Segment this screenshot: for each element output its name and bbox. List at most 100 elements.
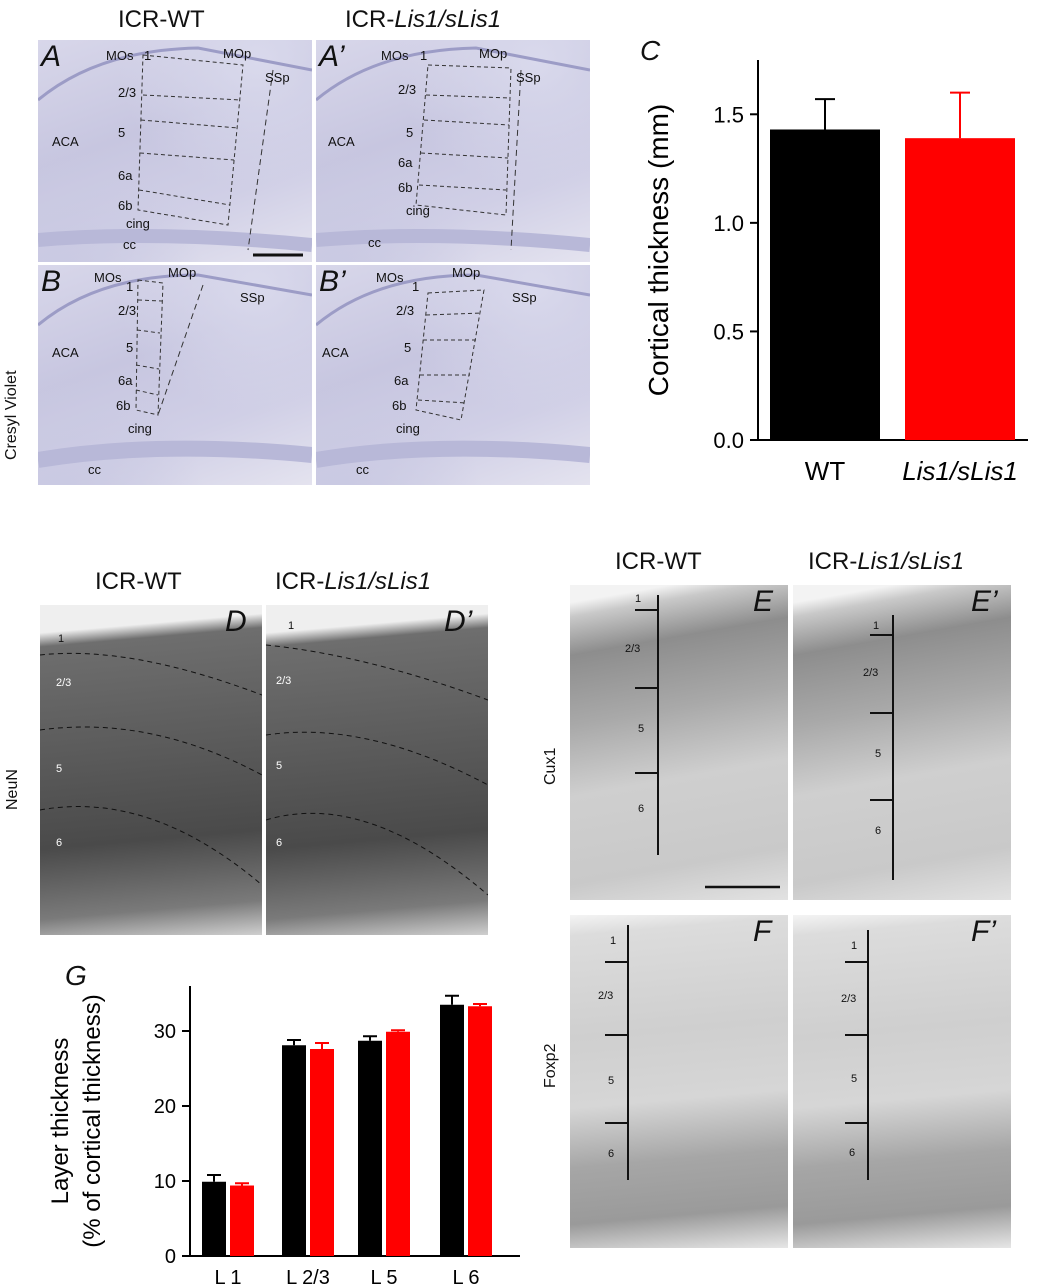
neun-layer-6: 6 [276, 837, 283, 849]
label-mos: MOs [106, 48, 134, 63]
label-layer-2-3: 2/3 [118, 85, 137, 100]
micrograph-d-prime: D’ 1 2/3 5 6 [266, 605, 488, 935]
foxp-layer-5: 5 [851, 1073, 858, 1085]
label-cc: cc [88, 462, 101, 477]
label-ssp: SSp [265, 70, 290, 85]
column-title-mutant-right: ICR-Lis1/sLis1 [808, 548, 965, 575]
label-mop: MOp [168, 265, 197, 280]
label-layer-6a: 6a [398, 155, 413, 170]
label-cing: cing [406, 203, 430, 218]
cux-layer-6: 6 [638, 803, 645, 815]
micrograph-e: E 1 2/3 5 6 [570, 585, 788, 900]
label-cing: cing [128, 421, 152, 436]
label-layer-6b: 6b [116, 398, 131, 413]
foxp-layer-2-3: 2/3 [598, 990, 614, 1002]
label-cc: cc [356, 462, 369, 477]
micrograph-b: B MOs 1 MOp SSp 2/3 ACA 5 6a 6b cing cc [38, 265, 312, 485]
label-mop: MOp [452, 265, 481, 280]
cux-layer-2-3: 2/3 [625, 643, 641, 655]
panel-letter-g: G [65, 960, 87, 991]
x-tick-label: L 5 [370, 1267, 397, 1286]
column-title-wt-neun: ICR-WT [95, 568, 182, 595]
x-tick-label: L 6 [452, 1267, 479, 1286]
label-mop: MOp [223, 46, 252, 61]
label-cing: cing [396, 421, 420, 436]
panel-letter-c: C [640, 35, 661, 66]
micrograph-f: F 1 2/3 5 6 [570, 915, 788, 1248]
neun-label: NeuN [4, 769, 21, 810]
y-tick-label: 1.5 [713, 102, 744, 127]
label-layer-6b: 6b [398, 180, 413, 195]
label-layer-1: 1 [420, 48, 428, 63]
panel-letter-a-prime: A’ [319, 40, 345, 73]
neun-layer-5: 5 [56, 763, 63, 775]
label-layer-5: 5 [404, 340, 412, 355]
label-ssp: SSp [240, 290, 265, 305]
cux-layer-5: 5 [638, 723, 645, 735]
label-ssp: SSp [516, 70, 541, 85]
neun-layer-5: 5 [276, 760, 283, 772]
label-mos: MOs [94, 270, 122, 285]
foxp-layer-5: 5 [608, 1075, 615, 1087]
label-layer-6a: 6a [118, 168, 133, 183]
column-title-wt-top: ICR-WT [118, 6, 205, 33]
y-tick-label: 10 [154, 1171, 176, 1193]
y-tick-label: 1.0 [713, 211, 744, 236]
micrograph-d: D 1 2/3 5 6 [40, 605, 262, 935]
chart-cortical-thickness: 0.0 0.5 1.0 1.5 WT Lis1/sLis1 Cortical thickne… [643, 60, 1028, 486]
panel-letter-b-prime: B’ [319, 265, 346, 298]
bar-1-1 [310, 1049, 334, 1256]
y-axis-label: Cortical thickness (mm) [643, 104, 674, 396]
bar-2-0 [358, 1040, 382, 1256]
panel-letter-e-prime: E’ [971, 585, 998, 618]
label-cing: cing [126, 216, 150, 231]
cux-layer-1: 1 [635, 593, 642, 605]
panel-letter-d: D [225, 605, 247, 638]
foxp-layer-1: 1 [610, 935, 617, 947]
micrograph-a-prime: A’ MOs 1 MOp SSp 2/3 ACA 5 6a 6b cing cc [316, 40, 590, 262]
cux-layer-1: 1 [873, 620, 880, 632]
cresyl-violet-label: Cresyl Violet [3, 370, 20, 460]
label-layer-1: 1 [412, 279, 420, 294]
y-axis-label-line1: Layer thickness [47, 1038, 74, 1205]
label-layer-2-3: 2/3 [398, 82, 417, 97]
cux-layer-2-3: 2/3 [863, 667, 879, 679]
label-layer-6a: 6a [118, 373, 133, 388]
y-axis-label-line2: (% of cortical thickness) [79, 994, 106, 1247]
y-tick-label: 20 [154, 1096, 176, 1118]
column-title-wt-right: ICR-WT [615, 548, 702, 575]
label-layer-5: 5 [118, 125, 126, 140]
micrograph-a: A MOs 1 MOp SSp 2/3 ACA 5 6a 6b cing cc [38, 40, 312, 262]
label-cc: cc [123, 237, 136, 252]
x-tick-label: WT [805, 456, 846, 486]
micrograph-f-prime: F’ 1 2/3 5 6 [793, 915, 1011, 1248]
label-aca: ACA [52, 345, 79, 360]
foxp-layer-6: 6 [849, 1147, 856, 1159]
foxp-layer-6: 6 [608, 1148, 615, 1160]
neun-layer-1: 1 [288, 620, 295, 632]
label-layer-1: 1 [126, 279, 134, 294]
bar-0-1 [230, 1185, 254, 1256]
bar-0-0 [202, 1181, 226, 1256]
label-layer-5: 5 [126, 340, 134, 355]
y-tick-label: 0 [165, 1246, 176, 1268]
label-aca: ACA [322, 345, 349, 360]
bar-3-1 [468, 1006, 492, 1256]
x-tick-label: Lis1/sLis1 [902, 456, 1018, 486]
label-aca: ACA [52, 134, 79, 149]
label-mos: MOs [381, 48, 409, 63]
y-tick-label: 0.5 [713, 319, 744, 344]
bar-1 [905, 138, 1015, 440]
bar-0 [770, 129, 880, 440]
x-tick-label: L 2/3 [286, 1267, 330, 1286]
micrograph-e-prime: E’ 1 2/3 5 6 [793, 585, 1011, 900]
panel-letter-b: B [41, 265, 62, 298]
panel-letter-f: F [753, 915, 772, 948]
label-layer-1: 1 [144, 48, 152, 63]
label-layer-2-3: 2/3 [396, 303, 415, 318]
neun-layer-6: 6 [56, 837, 63, 849]
label-layer-6b: 6b [392, 398, 407, 413]
bar-2-1 [386, 1031, 410, 1256]
y-tick-label: 0.0 [713, 428, 744, 453]
chart-layer-thickness: 0 10 20 30 L 1 L 2/3 L 5 L 6 Layer thickness (% o… [47, 986, 520, 1286]
